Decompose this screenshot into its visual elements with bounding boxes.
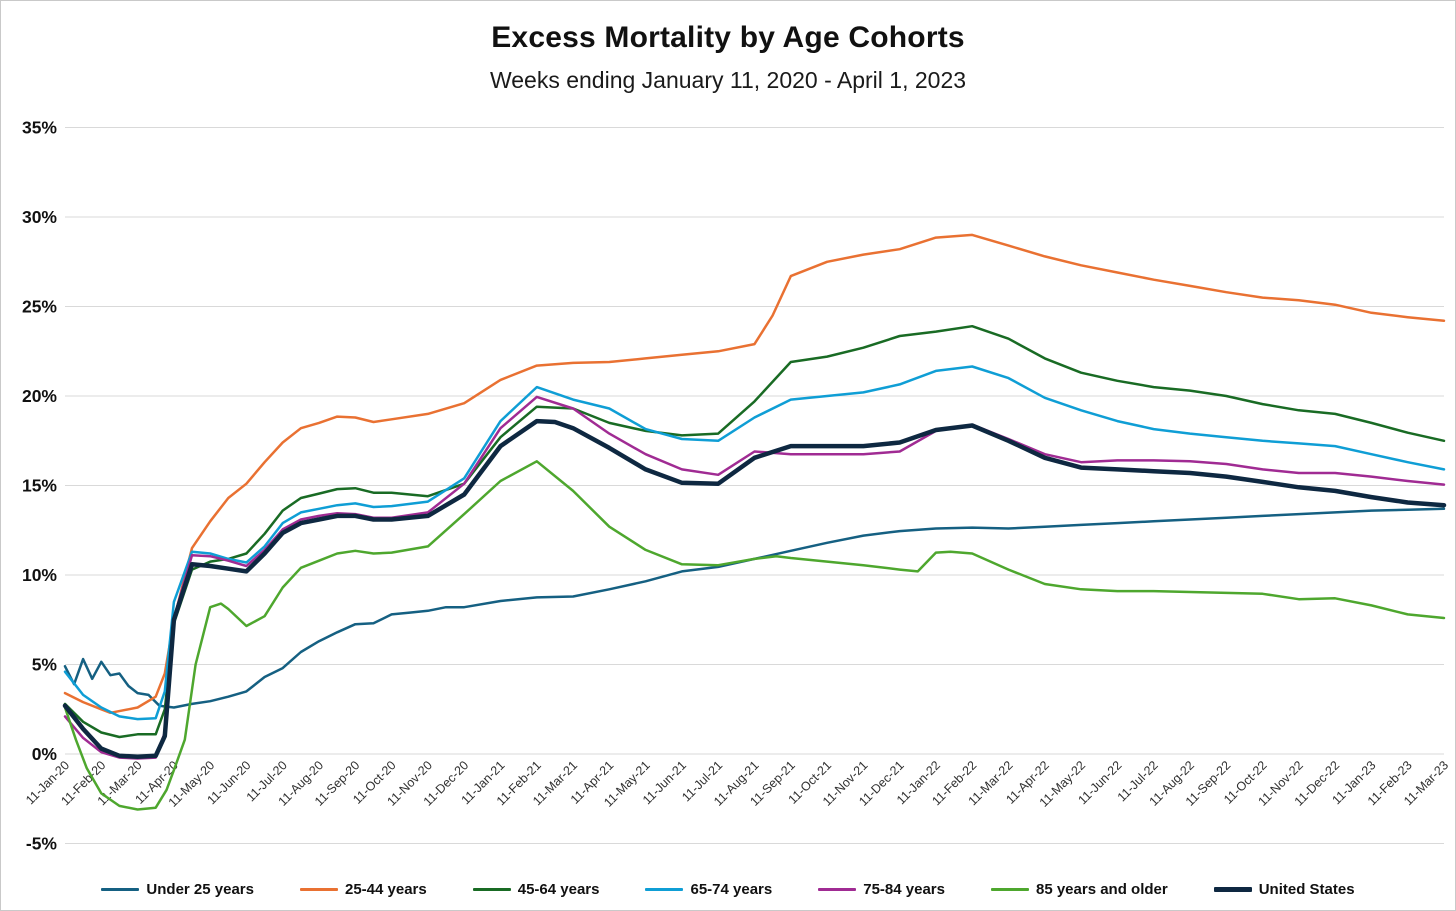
legend-label: United States [1258, 881, 1355, 898]
series-line-under-25-years [63, 507, 1446, 709]
series-line-85-years-and-older [63, 460, 1446, 811]
series-lines [62, 233, 1447, 811]
y-tick-label: 0% [32, 744, 58, 764]
legend-line-swatch [299, 888, 338, 891]
series-line-65-74-years [63, 365, 1446, 721]
legend-label: 75-84 years [863, 881, 945, 898]
legend-label: 65-74 years [690, 881, 773, 898]
legend-label: 85 years and older [1035, 881, 1168, 898]
legend-item-under-25-years: Under 25 years [101, 881, 254, 898]
legend-item-75-84-years: 75-84 years [818, 881, 945, 898]
legend-item-united-states: United States [1213, 881, 1355, 898]
legend-item-85-years-and-older: 85 years and older [990, 881, 1168, 898]
y-tick-label: 15% [22, 476, 57, 496]
series-line-75-84-years [63, 395, 1446, 760]
y-tick-label: 25% [22, 297, 57, 317]
y-tick-label: 10% [22, 565, 57, 585]
y-tick-label: -5% [26, 834, 58, 854]
chart-title: Excess Mortality by Age Cohorts [491, 21, 965, 54]
legend-line-swatch [1213, 887, 1252, 892]
legend-item-25-44-years: 25-44 years [299, 881, 427, 898]
gridlines [65, 127, 1444, 844]
y-axis-labels: 35% 30% 25% 20% 15% 10% 5% 0% -5% [22, 118, 57, 854]
series-line-45-64-years [63, 324, 1446, 739]
y-tick-label: 30% [22, 207, 57, 227]
legend-label: 25-44 years [344, 881, 427, 898]
legend-line-swatch [990, 888, 1029, 891]
legend-line-swatch [472, 888, 511, 891]
legend-label: Under 25 years [146, 881, 254, 898]
chart-subtitle: Weeks ending January 11, 2020 - April 1,… [489, 67, 967, 93]
series-line-united-states [62, 418, 1447, 759]
y-tick-label: 35% [22, 118, 57, 138]
y-tick-label: 20% [22, 386, 57, 406]
legend-line-swatch [101, 888, 140, 891]
legend-item-65-74-years: 65-74 years [645, 881, 772, 898]
legend-item-45-64-years: 45-64 years [472, 881, 600, 898]
legend-label: 45-64 years [517, 881, 600, 898]
legend-line-swatch [818, 888, 857, 891]
y-tick-label: 5% [32, 655, 58, 675]
legend-line-swatch [645, 888, 684, 891]
legend: Under 25 years 25-44 years 45-64 years 65-7… [1, 881, 1455, 898]
x-axis-labels: 11-Jan-2011-Feb-2011-Mar-2011-Apr-2011-M… [23, 758, 1451, 810]
